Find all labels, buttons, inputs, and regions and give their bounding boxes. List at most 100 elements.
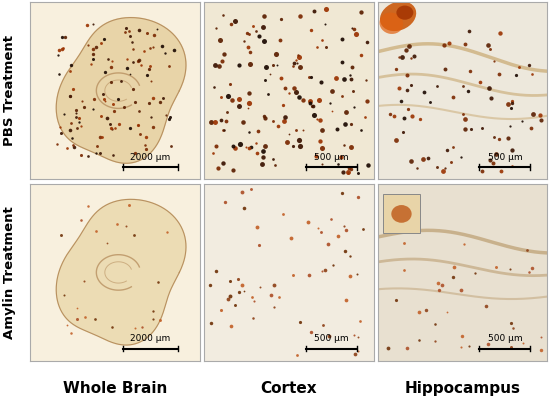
Point: [82, 22, 91, 28]
Point: [134, 58, 142, 65]
Point: [222, 109, 231, 116]
Point: [102, 239, 111, 246]
Point: [470, 270, 479, 277]
Point: [354, 334, 362, 340]
Text: Amylin Treatment: Amylin Treatment: [3, 206, 16, 339]
Point: [353, 271, 361, 277]
Point: [248, 294, 257, 300]
Point: [457, 344, 466, 350]
Point: [508, 98, 516, 104]
Point: [240, 38, 249, 44]
Point: [76, 217, 85, 223]
Point: [246, 144, 255, 150]
Point: [390, 113, 399, 119]
Point: [260, 13, 268, 20]
Point: [404, 43, 413, 49]
Point: [84, 202, 92, 209]
Point: [293, 52, 302, 59]
Point: [324, 241, 333, 247]
Point: [63, 322, 72, 329]
Point: [149, 32, 158, 38]
Point: [276, 37, 284, 43]
Point: [219, 160, 228, 166]
Point: [537, 347, 546, 354]
Point: [73, 305, 81, 312]
Point: [57, 46, 66, 53]
Point: [231, 145, 240, 152]
Point: [252, 224, 261, 230]
Point: [56, 124, 64, 130]
Point: [261, 76, 270, 83]
Point: [402, 47, 411, 53]
Point: [258, 154, 267, 160]
Point: [327, 216, 336, 222]
Point: [279, 102, 288, 109]
Point: [220, 126, 229, 133]
Point: [250, 298, 258, 304]
Point: [211, 61, 219, 68]
Point: [439, 42, 448, 49]
Text: 500 μm: 500 μm: [487, 334, 522, 344]
Point: [91, 150, 100, 156]
Point: [210, 119, 219, 125]
Point: [209, 150, 218, 156]
Point: [107, 79, 116, 85]
Point: [511, 71, 520, 78]
Point: [358, 226, 367, 232]
Point: [349, 104, 358, 110]
Point: [76, 152, 85, 158]
Point: [515, 64, 524, 71]
Point: [449, 144, 458, 150]
Point: [244, 128, 253, 135]
Point: [101, 69, 109, 75]
Point: [214, 165, 223, 171]
Point: [328, 108, 337, 115]
Point: [54, 71, 63, 77]
Point: [211, 142, 220, 149]
Point: [345, 165, 354, 172]
Point: [68, 135, 77, 141]
Point: [65, 68, 74, 75]
Point: [294, 94, 303, 100]
Point: [477, 168, 486, 174]
Point: [339, 223, 348, 229]
Point: [328, 262, 337, 269]
Point: [260, 38, 268, 44]
Point: [317, 79, 326, 85]
Point: [131, 150, 140, 156]
Point: [134, 122, 142, 128]
Point: [124, 28, 133, 34]
Point: [142, 30, 151, 36]
Point: [125, 125, 134, 131]
Point: [318, 127, 327, 134]
Point: [466, 67, 475, 74]
Point: [424, 154, 433, 161]
Point: [219, 12, 228, 18]
Point: [285, 131, 294, 138]
Point: [431, 320, 440, 327]
Point: [306, 329, 315, 335]
Point: [235, 288, 244, 295]
Point: [391, 297, 400, 303]
Point: [403, 72, 411, 78]
FancyBboxPatch shape: [383, 194, 420, 233]
Point: [276, 16, 285, 22]
Point: [125, 202, 134, 208]
Point: [228, 167, 237, 173]
Point: [524, 62, 533, 68]
Point: [458, 333, 466, 339]
Point: [364, 162, 372, 168]
Point: [356, 318, 365, 324]
Point: [305, 272, 314, 279]
Point: [255, 33, 264, 40]
Point: [226, 81, 235, 88]
Point: [340, 120, 349, 127]
Point: [361, 114, 370, 120]
Point: [129, 59, 138, 65]
Point: [394, 54, 403, 61]
Point: [337, 154, 345, 160]
Point: [459, 241, 468, 247]
Point: [441, 165, 450, 171]
Point: [162, 229, 171, 235]
Point: [103, 55, 112, 62]
